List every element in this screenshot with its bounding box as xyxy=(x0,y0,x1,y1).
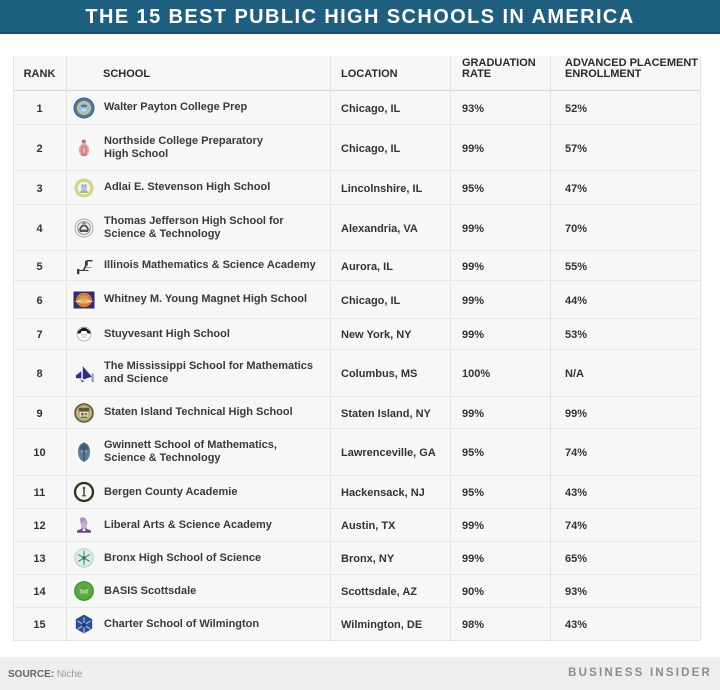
svg-text:bd: bd xyxy=(80,589,88,596)
